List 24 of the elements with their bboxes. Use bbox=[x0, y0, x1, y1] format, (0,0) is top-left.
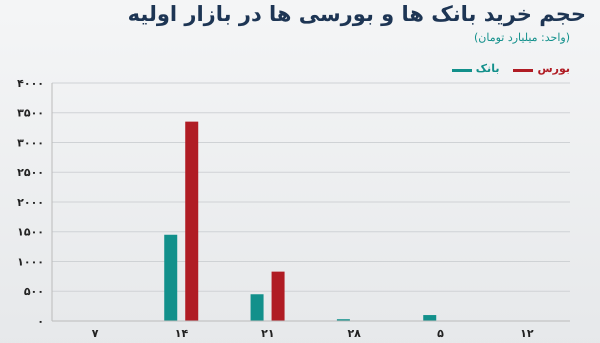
legend-label: بورس bbox=[537, 62, 570, 75]
x-tick-label: ۲۸ bbox=[347, 326, 362, 340]
x-tick-label: ۲۱ bbox=[261, 326, 275, 340]
x-tick-label: ۱۲ bbox=[520, 326, 534, 340]
y-tick-label: ۳۰۰۰ bbox=[17, 136, 44, 150]
bar bbox=[272, 272, 285, 321]
bar bbox=[423, 315, 436, 321]
chart-title: حجم خرید بانک ها و بورسی ها در بازار اولیه bbox=[128, 2, 586, 26]
y-tick-label: ۱۰۰۰ bbox=[17, 255, 44, 268]
y-tick-label: ۳۵۰۰ bbox=[17, 106, 44, 120]
bar bbox=[185, 122, 198, 321]
y-tick-label: ۲۰۰۰ bbox=[17, 196, 44, 209]
y-tick-label: ۲۵۰۰ bbox=[17, 166, 44, 180]
legend-label: بانک bbox=[476, 62, 500, 75]
x-tick-label: ۵ bbox=[437, 326, 444, 340]
x-tick-label: ۱۴ bbox=[174, 326, 188, 340]
chart-subtitle: (واحد: میلیارد تومان) bbox=[474, 31, 570, 44]
bar bbox=[164, 234, 178, 321]
y-tick-label: ۴۰۰۰ bbox=[17, 76, 44, 90]
x-tick-label: ۷ bbox=[92, 326, 99, 340]
y-tick-label: ۵۰۰ bbox=[24, 285, 44, 298]
bar bbox=[250, 294, 264, 321]
y-tick-label: ۱۵۰۰ bbox=[17, 226, 44, 239]
y-tick-label: ۰ bbox=[37, 314, 44, 328]
